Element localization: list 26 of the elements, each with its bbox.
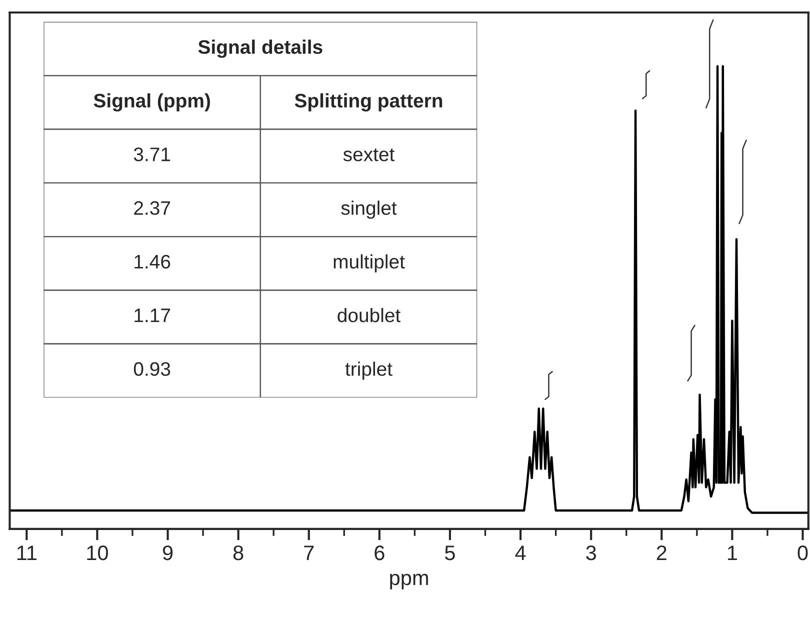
annotation: 2.37	[134, 201, 170, 215]
annotation: multiplet	[334, 254, 405, 272]
x-tick-label: 9	[162, 545, 173, 560]
x-tick-label: 5	[445, 546, 455, 560]
annotation: 1.17	[134, 308, 170, 322]
text: Signal details	[198, 40, 322, 58]
annotation: Signal (ppm)	[94, 93, 210, 112]
x-tick-label: 7	[304, 546, 314, 560]
x-tick-label: 10	[87, 545, 108, 560]
x-tick-label: 8	[233, 545, 244, 560]
x-tick-label: 11	[17, 546, 36, 560]
annotation: sextet	[343, 148, 395, 162]
annotation: singlet	[341, 200, 397, 219]
x-tick-label: 3	[586, 545, 596, 560]
annotation: Splitting pattern	[294, 93, 442, 112]
x-axis-title: ppm	[390, 574, 428, 590]
annotation: doublet	[338, 308, 401, 322]
annotation: triplet	[345, 362, 392, 380]
x-tick-label: 6	[374, 545, 384, 560]
annotation: 1.46	[134, 254, 170, 269]
x-tick-label: 1	[728, 546, 737, 560]
x-tick-label: 0	[798, 545, 808, 560]
x-tick-label: 2	[656, 545, 666, 560]
x-tick-label: 4	[515, 546, 526, 560]
annotation: 3.71	[134, 148, 170, 162]
annotation: 0.93	[134, 362, 170, 376]
